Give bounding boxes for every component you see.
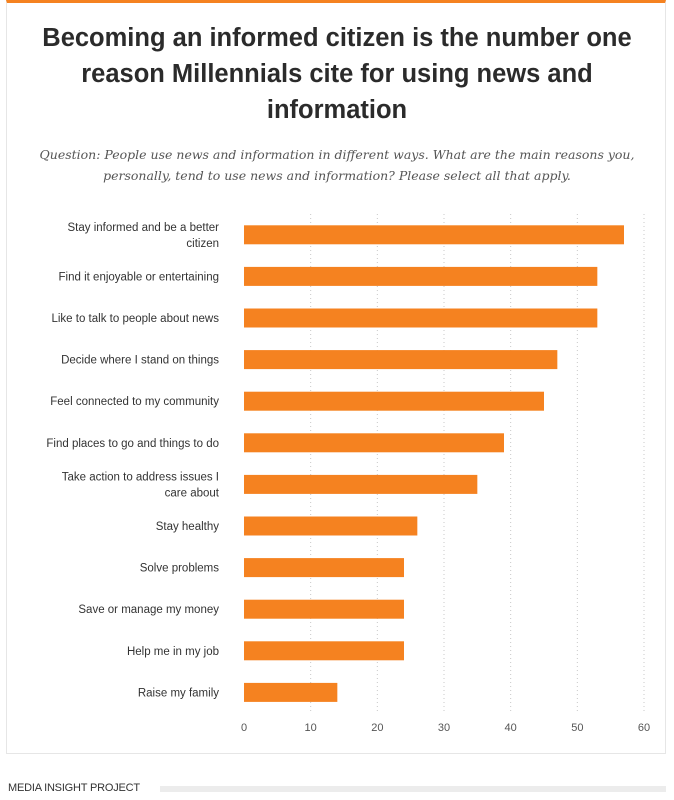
x-tick-label: 0	[241, 722, 247, 734]
bar	[244, 308, 598, 328]
category-label: Raise my family	[138, 687, 219, 699]
bar	[244, 225, 624, 245]
bar	[244, 266, 598, 286]
category-label: Find it enjoyable or entertaining	[59, 271, 219, 283]
bar	[244, 682, 338, 702]
bar-chart: 0 10 20 30 40 50 60 Stay informed and be a bett…	[46, 214, 650, 734]
category-label: Stay informed and be a better	[67, 222, 219, 234]
x-tick-label: 50	[571, 722, 583, 734]
category-label: Stay healthy	[156, 521, 220, 533]
bar	[244, 641, 404, 661]
x-tick-label: 40	[505, 722, 517, 734]
category-label: Find places to go and things to do	[46, 438, 219, 450]
category-label: Help me in my job	[127, 646, 219, 658]
x-tick-label: 10	[305, 722, 317, 734]
bar	[244, 558, 404, 578]
bar	[244, 433, 504, 453]
bar	[244, 350, 558, 370]
x-tick-label: 20	[371, 722, 383, 734]
footer-source: MEDIA INSIGHT PROJECT	[8, 782, 140, 794]
footer-divider	[160, 786, 666, 792]
bar	[244, 391, 544, 411]
category-label: citizen	[186, 238, 219, 250]
category-label: Decide where I stand on things	[61, 355, 219, 367]
x-tick-label: 60	[638, 722, 650, 734]
category-label: Like to talk to people about news	[51, 313, 219, 325]
category-label: Save or manage my money	[78, 604, 219, 616]
category-label: care about	[165, 487, 220, 499]
chart-title: Becoming an informed citizen is the numb…	[42, 24, 632, 124]
x-tick-label: 30	[438, 722, 450, 734]
bar	[244, 516, 418, 536]
category-label: Solve problems	[140, 563, 220, 575]
bar	[244, 474, 478, 494]
chart-subtitle: Question: People use news and informatio…	[39, 147, 635, 183]
category-label: Take action to address issues I	[62, 471, 219, 483]
bar	[244, 599, 404, 619]
category-label: Feel connected to my community	[50, 396, 219, 408]
chart-card	[6, 0, 666, 754]
